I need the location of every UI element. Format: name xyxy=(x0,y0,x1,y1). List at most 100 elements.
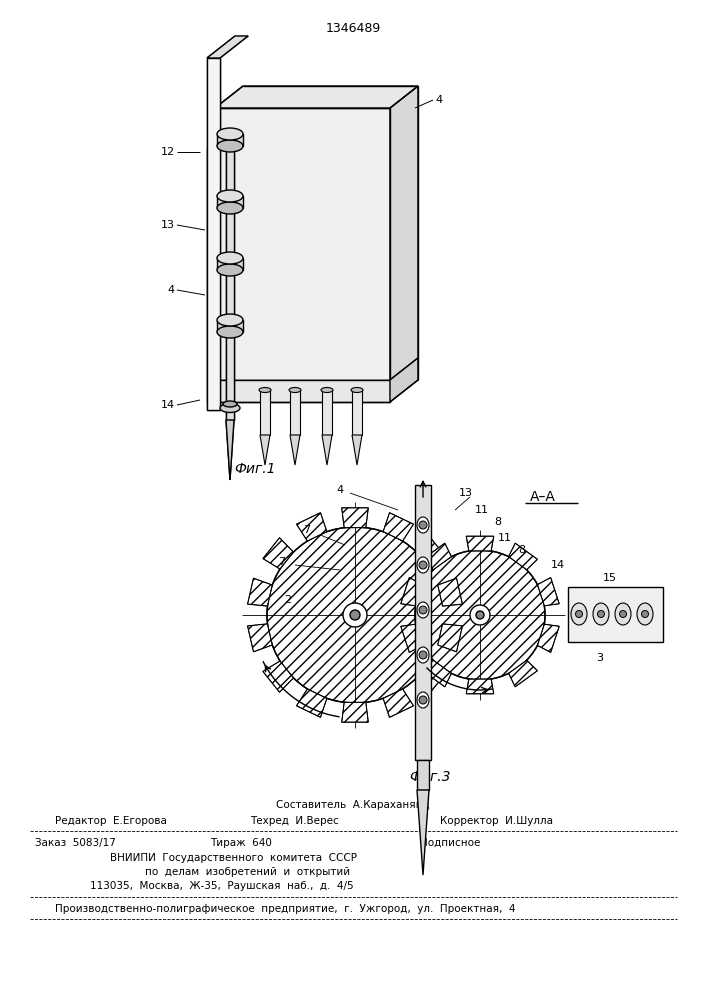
Polygon shape xyxy=(416,661,447,692)
Polygon shape xyxy=(247,578,272,606)
Text: 11: 11 xyxy=(498,533,512,543)
Polygon shape xyxy=(401,624,423,652)
Text: 15: 15 xyxy=(603,573,617,583)
Polygon shape xyxy=(438,578,462,606)
Polygon shape xyxy=(217,134,243,146)
Polygon shape xyxy=(290,390,300,435)
Ellipse shape xyxy=(417,557,429,573)
Text: Редактор  Е.Егорова: Редактор Е.Егорова xyxy=(55,816,167,826)
Polygon shape xyxy=(263,661,293,692)
Text: A–A: A–A xyxy=(530,490,556,504)
Text: 4: 4 xyxy=(337,485,344,495)
Polygon shape xyxy=(215,108,390,380)
Bar xyxy=(568,587,663,642)
Polygon shape xyxy=(322,390,332,435)
Text: Подписное: Подписное xyxy=(420,838,480,848)
Text: Фиг.3: Фиг.3 xyxy=(409,770,451,784)
Ellipse shape xyxy=(321,387,333,392)
Polygon shape xyxy=(423,660,451,687)
Polygon shape xyxy=(508,660,537,687)
Text: Техред  И.Верес: Техред И.Верес xyxy=(250,816,339,826)
Circle shape xyxy=(419,696,427,704)
Polygon shape xyxy=(417,760,429,790)
Polygon shape xyxy=(215,86,418,108)
Ellipse shape xyxy=(289,387,301,392)
Ellipse shape xyxy=(220,403,240,412)
Polygon shape xyxy=(226,148,234,420)
Text: Производственно-полиграфическое  предприятие,  г.  Ужгород,  ул.  Проектная,  4: Производственно-полиграфическое предприя… xyxy=(55,904,515,914)
Text: 11: 11 xyxy=(475,505,489,515)
Polygon shape xyxy=(352,435,362,465)
Circle shape xyxy=(343,603,367,627)
Text: 12: 12 xyxy=(161,147,175,157)
Polygon shape xyxy=(383,689,414,717)
Text: 13: 13 xyxy=(161,220,175,230)
Ellipse shape xyxy=(351,387,363,392)
Text: 14: 14 xyxy=(161,400,175,410)
Circle shape xyxy=(415,550,545,680)
Text: 4: 4 xyxy=(435,95,442,105)
Text: 7: 7 xyxy=(303,525,310,535)
Polygon shape xyxy=(466,536,493,551)
Polygon shape xyxy=(383,513,414,541)
Polygon shape xyxy=(322,435,332,465)
Text: ВНИИПИ  Государственного  комитета  СССР: ВНИИПИ Государственного комитета СССР xyxy=(110,853,357,863)
Polygon shape xyxy=(341,508,368,528)
Ellipse shape xyxy=(259,387,271,392)
Circle shape xyxy=(597,610,604,617)
Polygon shape xyxy=(390,358,418,402)
Polygon shape xyxy=(415,485,431,760)
Text: 14: 14 xyxy=(551,560,565,570)
Circle shape xyxy=(419,651,427,659)
Ellipse shape xyxy=(417,602,429,618)
Text: Корректор  И.Шулла: Корректор И.Шулла xyxy=(440,816,553,826)
Polygon shape xyxy=(341,702,368,722)
Text: Заказ  5083/17: Заказ 5083/17 xyxy=(35,838,116,848)
Polygon shape xyxy=(466,679,493,694)
Polygon shape xyxy=(417,790,429,875)
Polygon shape xyxy=(401,578,423,606)
Ellipse shape xyxy=(217,140,243,152)
Polygon shape xyxy=(537,624,559,652)
Polygon shape xyxy=(217,320,243,332)
Circle shape xyxy=(476,611,484,619)
Text: 7: 7 xyxy=(279,557,286,567)
Text: 3: 3 xyxy=(597,653,604,663)
Polygon shape xyxy=(207,58,220,410)
Text: 1346489: 1346489 xyxy=(325,22,380,35)
Polygon shape xyxy=(260,435,270,465)
Ellipse shape xyxy=(417,647,429,663)
Ellipse shape xyxy=(217,326,243,338)
Text: Составитель  А.Караханянц: Составитель А.Караханянц xyxy=(276,800,430,810)
Text: 113035,  Москва,  Ж-35,  Раушская  наб.,  д.  4/5: 113035, Москва, Ж-35, Раушская наб., д. … xyxy=(90,881,354,891)
Text: 8: 8 xyxy=(518,545,525,555)
Text: 8: 8 xyxy=(494,517,501,527)
Circle shape xyxy=(419,561,427,569)
Polygon shape xyxy=(423,543,451,570)
Polygon shape xyxy=(508,543,537,570)
Ellipse shape xyxy=(217,190,243,202)
Circle shape xyxy=(575,610,583,617)
Polygon shape xyxy=(290,435,300,465)
Ellipse shape xyxy=(217,252,243,264)
Circle shape xyxy=(419,606,427,614)
Polygon shape xyxy=(247,624,272,652)
Text: 13: 13 xyxy=(459,488,473,498)
Ellipse shape xyxy=(417,517,429,533)
Polygon shape xyxy=(352,390,362,435)
Polygon shape xyxy=(207,36,248,58)
Circle shape xyxy=(641,610,648,617)
Text: по  делам  изобретений  и  открытий: по делам изобретений и открытий xyxy=(145,867,350,877)
Polygon shape xyxy=(217,258,243,270)
Text: 2: 2 xyxy=(284,595,291,605)
Polygon shape xyxy=(260,390,270,435)
Text: Тираж  640: Тираж 640 xyxy=(210,838,272,848)
Polygon shape xyxy=(438,624,462,652)
Text: Фиг.1: Фиг.1 xyxy=(234,462,276,476)
Ellipse shape xyxy=(217,264,243,276)
Circle shape xyxy=(619,610,626,617)
Circle shape xyxy=(419,521,427,529)
Polygon shape xyxy=(296,513,327,541)
Polygon shape xyxy=(215,380,390,402)
Ellipse shape xyxy=(223,401,237,407)
